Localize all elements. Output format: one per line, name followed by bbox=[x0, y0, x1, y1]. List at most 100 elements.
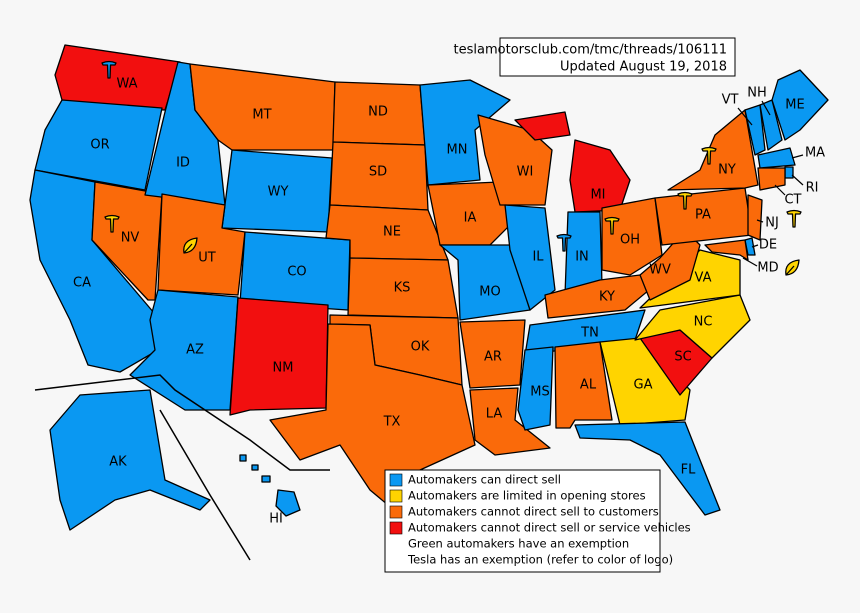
state-label: AZ bbox=[186, 343, 204, 358]
legend-swatch bbox=[389, 489, 403, 503]
state-shape bbox=[601, 197, 663, 276]
legend-label: Tesla has an exemption (refer to color o… bbox=[407, 553, 673, 567]
state-shape bbox=[704, 239, 749, 261]
state-label: DE bbox=[759, 238, 777, 253]
state-label: NM bbox=[273, 361, 294, 376]
leader-line bbox=[756, 219, 764, 223]
state-label: OH bbox=[620, 233, 640, 248]
leader-line bbox=[742, 257, 758, 267]
tesla-logo bbox=[701, 146, 717, 165]
state-label: ID bbox=[176, 156, 190, 171]
state-label: NY bbox=[718, 163, 736, 178]
state-shape bbox=[49, 389, 211, 531]
states: WA OR CA NV ID MT WY UT CO AZ NM ND SD NE KS OK TX MN IA MO… bbox=[29, 44, 829, 569]
border-line bbox=[159, 409, 251, 561]
tesla-logo bbox=[604, 216, 620, 235]
state-label: FL bbox=[681, 463, 696, 478]
state-label: HI bbox=[269, 512, 283, 527]
border-line bbox=[34, 374, 330, 471]
state-shape bbox=[239, 454, 247, 462]
state-label: SD bbox=[369, 165, 387, 180]
state-label: WA bbox=[116, 77, 137, 92]
leader-line bbox=[791, 154, 804, 159]
state-label: MA bbox=[805, 146, 825, 161]
state-shape bbox=[747, 194, 763, 241]
state-label: AR bbox=[484, 350, 502, 365]
state-shape bbox=[459, 319, 526, 389]
state-shape bbox=[514, 111, 571, 141]
state-label: OK bbox=[411, 340, 430, 355]
state-shape bbox=[639, 229, 701, 301]
state-label: VA bbox=[695, 271, 712, 286]
leader-line bbox=[791, 174, 804, 186]
tesla-logo bbox=[786, 209, 802, 228]
state-label: ND bbox=[368, 105, 388, 120]
legend-swatch bbox=[389, 473, 403, 487]
state-shape bbox=[757, 147, 796, 169]
state-label: PA bbox=[695, 208, 711, 223]
state-shape bbox=[599, 337, 691, 426]
state-label: GA bbox=[634, 378, 653, 393]
state-label: RI bbox=[806, 181, 819, 196]
state-shape bbox=[251, 464, 259, 471]
state-label: IL bbox=[532, 250, 544, 265]
state-label: NJ bbox=[765, 216, 779, 231]
leader-line bbox=[737, 107, 753, 126]
state-label: VT bbox=[722, 93, 739, 108]
legend-label: Automakers cannot direct sell to custome… bbox=[408, 505, 659, 519]
legend-label: Automakers are limited in opening stores bbox=[408, 489, 646, 503]
state-label: TN bbox=[580, 326, 599, 341]
leader-line bbox=[761, 100, 771, 116]
state-shape bbox=[757, 167, 786, 191]
state-label: NH bbox=[747, 86, 767, 101]
state-label: CT bbox=[784, 193, 801, 208]
state-shape bbox=[771, 69, 829, 141]
legend-label: Automakers cannot direct sell or service… bbox=[408, 521, 691, 535]
legend: Automakers can direct sell Automakers are… bbox=[384, 469, 691, 573]
state-label: WV bbox=[649, 263, 671, 278]
state-label: WI bbox=[517, 165, 534, 180]
inset-borders bbox=[34, 374, 330, 561]
state-label: AL bbox=[580, 378, 597, 393]
state-label: UT bbox=[198, 251, 216, 266]
legend-label: Green automakers have an exemption bbox=[408, 537, 629, 551]
state-shape bbox=[759, 99, 783, 151]
source-box: teslamotorsclub.com/tmc/threads/106111 U… bbox=[454, 37, 736, 77]
state-shape bbox=[744, 104, 766, 156]
leader-line bbox=[774, 184, 786, 196]
state-label: CO bbox=[287, 265, 306, 280]
state-label: SC bbox=[674, 350, 691, 365]
state-shape bbox=[275, 489, 301, 517]
state-label: OR bbox=[90, 138, 109, 153]
state-label: KY bbox=[599, 290, 615, 305]
state-label: KS bbox=[394, 281, 411, 296]
state-shape bbox=[34, 99, 163, 191]
state-shape bbox=[229, 297, 329, 416]
leaf-icon bbox=[785, 259, 800, 276]
state-label: LA bbox=[486, 407, 503, 422]
state-label: MI bbox=[590, 188, 605, 203]
state-shape bbox=[504, 204, 556, 311]
state-label: MT bbox=[252, 108, 271, 123]
leaf-icon bbox=[183, 237, 198, 254]
tesla-logo bbox=[556, 233, 572, 252]
state-shape bbox=[469, 387, 551, 456]
state-label: MO bbox=[479, 285, 500, 300]
state-label: NE bbox=[383, 225, 401, 240]
state-label: WY bbox=[268, 185, 289, 200]
legend-swatch bbox=[389, 521, 403, 535]
state-label: TX bbox=[383, 415, 401, 430]
state-label: ME bbox=[785, 98, 804, 113]
state-label: MD bbox=[757, 261, 778, 276]
legend-label: Automakers can direct sell bbox=[408, 473, 561, 487]
state-label: MN bbox=[447, 143, 468, 158]
state-label: IN bbox=[575, 250, 589, 265]
updated: Updated August 19, 2018 bbox=[560, 60, 727, 75]
state-shape bbox=[784, 166, 794, 179]
state-label: CA bbox=[73, 276, 91, 291]
state-label: AK bbox=[109, 455, 127, 470]
tesla-logo bbox=[677, 191, 693, 210]
tesla-logo bbox=[104, 214, 120, 233]
leader-line bbox=[751, 244, 759, 248]
state-label: MS bbox=[530, 385, 549, 400]
